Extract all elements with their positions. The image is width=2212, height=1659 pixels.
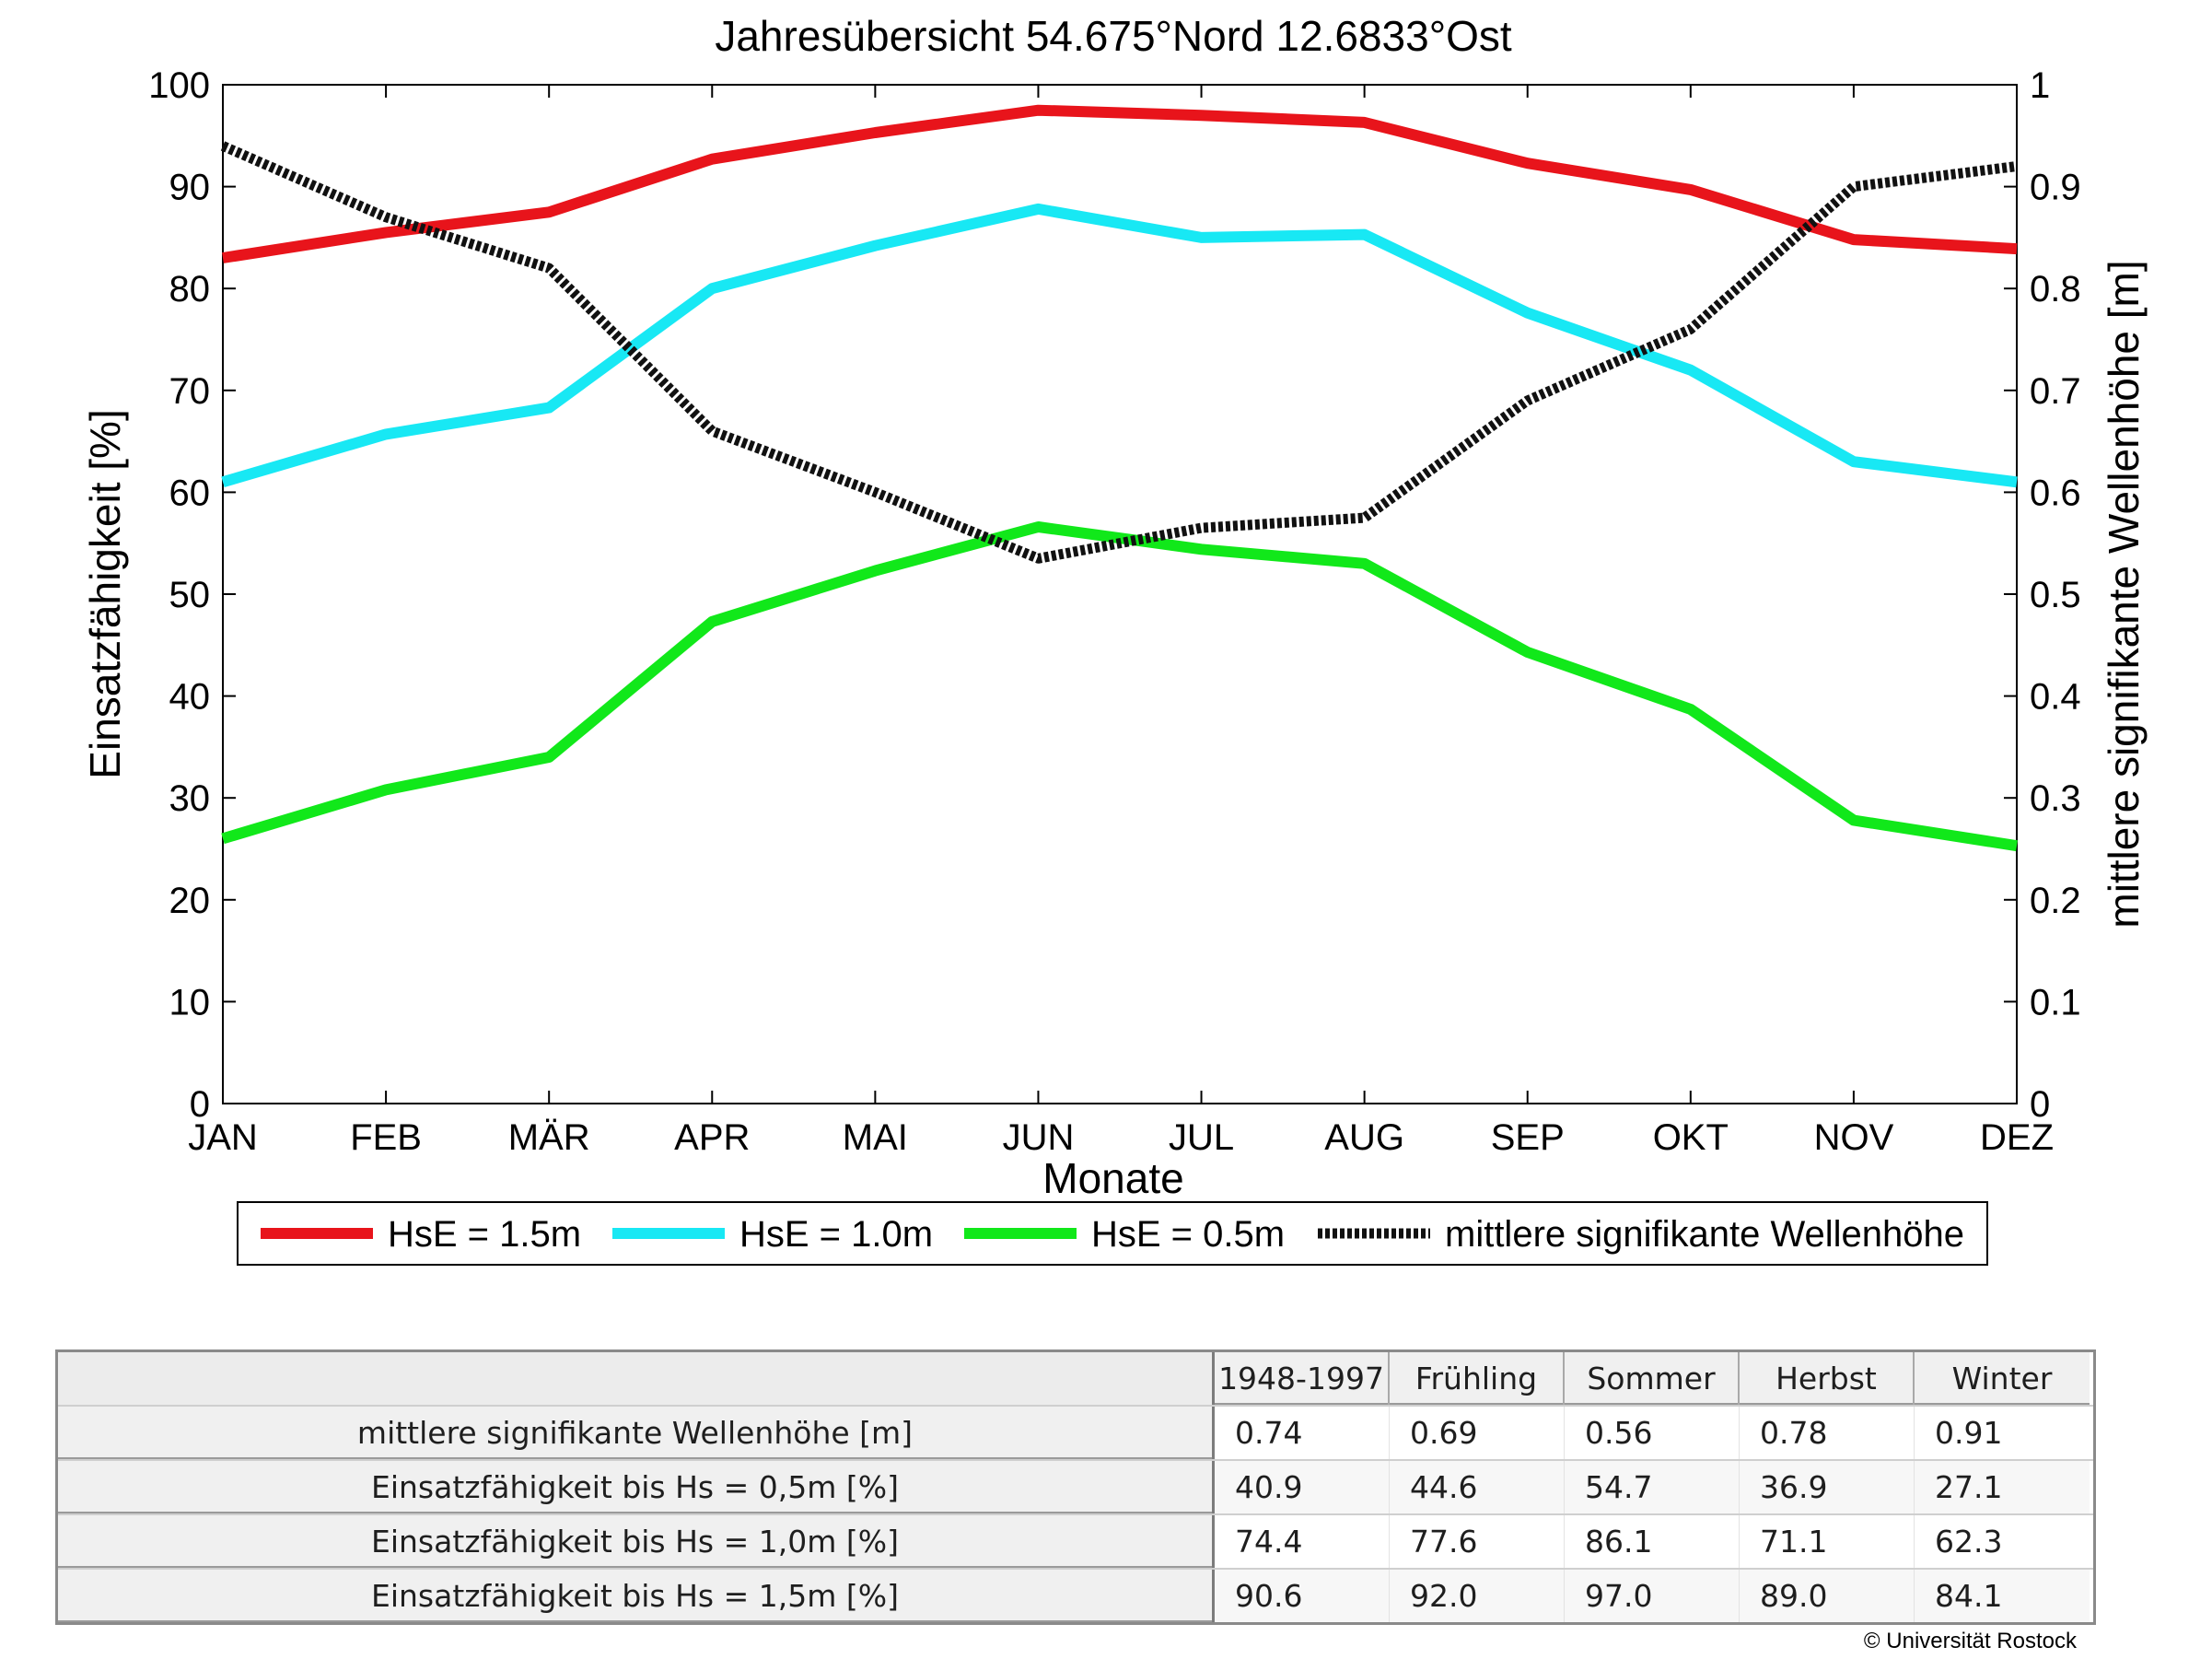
right-tick-label: 0.2 <box>2030 881 2081 921</box>
left-tick-label: 20 <box>169 881 211 921</box>
left-tick-label: 10 <box>169 982 211 1022</box>
legend-label-0: HsE = 1.5m <box>388 1214 581 1255</box>
x-tick-label: JAN <box>188 1117 258 1158</box>
table-cell: 36.9 <box>1740 1461 1915 1513</box>
table-row: Einsatzfähigkeit bis Hs = 0,5m [%] 40.9 44… <box>58 1459 2093 1513</box>
table-cell: 0.78 <box>1740 1407 1915 1459</box>
plot-area <box>222 84 2018 1104</box>
table-cell: 62.3 <box>1935 1524 2003 1560</box>
left-axis-label: Einsatzfähigkeit [%] <box>81 409 129 778</box>
table-row: mittlere signifikante Wellenhöhe [m] 0.74… <box>58 1405 2093 1459</box>
series-line-1 <box>221 203 2018 488</box>
annual-overview-chart: Jahresübersicht 54.675°Nord 12.6833°Ost … <box>81 12 2148 1266</box>
table-column-header[interactable]: Frühling <box>1390 1352 1565 1405</box>
x-tick-label: NOV <box>1814 1117 1894 1158</box>
table-row-label: Einsatzfähigkeit bis Hs = 1,0m [%] <box>58 1515 1215 1568</box>
table-cell: 40.9 <box>1215 1461 1390 1513</box>
right-tick-label: 0.4 <box>2030 677 2081 718</box>
copyright-notice: © Universität Rostock <box>1863 1629 2077 1653</box>
legend: HsE = 1.5m HsE = 1.0m HsE = 0.5m mittlere s… <box>237 1201 1988 1266</box>
x-tick-label: AUG <box>1324 1117 1404 1158</box>
table-cell: 90.6 <box>1215 1570 1390 1622</box>
table-header-row: 1948-1997 Frühling Sommer Herbst Winter <box>58 1352 2093 1405</box>
table-cell: 0.56 <box>1565 1407 1740 1459</box>
table-corner-cell <box>58 1352 1215 1405</box>
x-axis-label: Monate <box>1042 1154 1183 1202</box>
left-tick-label: 30 <box>169 778 211 819</box>
table-cell: 97.0 <box>1565 1570 1740 1622</box>
right-tick-label: 0.6 <box>2030 473 2081 513</box>
table-column-header[interactable]: 1948-1997 <box>1215 1352 1390 1405</box>
x-tick-label: SEP <box>1491 1117 1565 1158</box>
series-line-3 <box>220 141 2018 564</box>
table-row-label: Einsatzfähigkeit bis Hs = 1,5m [%] <box>58 1570 1215 1622</box>
left-tick-label: 90 <box>169 168 211 208</box>
left-tick-label: 80 <box>169 269 211 310</box>
x-tick-label: APR <box>674 1117 750 1158</box>
left-tick-label: 70 <box>169 371 211 412</box>
right-tick-label: 0.8 <box>2030 269 2081 310</box>
x-axis-ticks: JAN FEB MÄR APR MAI JUN JUL AUG SEP OKT NOV DEZ <box>188 85 2054 1158</box>
right-axis-ticks: 0 0.1 0.2 0.3 0.4 0.5 0.6 0.7 0.8 0.9 1 <box>2004 65 2081 1125</box>
table-row-label: mittlere signifikante Wellenhöhe [m] <box>58 1407 1215 1459</box>
left-tick-label: 60 <box>169 473 211 513</box>
legend-box <box>237 1201 1988 1266</box>
seasonal-statistics-table: 1948-1997 Frühling Sommer Herbst Winter mittl… <box>55 1349 2096 1625</box>
legend-label-3: mittlere signifikante Wellenhöhe <box>1445 1214 1964 1255</box>
right-tick-label: 0.9 <box>2030 168 2081 208</box>
table-cell: 44.6 <box>1390 1461 1565 1513</box>
table-cell: 27.1 <box>1915 1461 2090 1513</box>
table-row: Einsatzfähigkeit bis Hs = 1,0m [%] 74.4 77… <box>58 1513 2093 1568</box>
table-column-header[interactable]: Winter <box>1915 1352 2090 1405</box>
table-row: Einsatzfähigkeit bis Hs = 1,5m [%] 90.6 92… <box>58 1568 2093 1622</box>
x-tick-label: JUL <box>1169 1117 1234 1158</box>
x-tick-label: OKT <box>1653 1117 1729 1158</box>
table-row-label: Einsatzfähigkeit bis Hs = 0,5m [%] <box>58 1461 1215 1513</box>
series-line-0 <box>222 104 2018 263</box>
table-cell: 86.1 <box>1565 1515 1740 1568</box>
right-tick-label: 1 <box>2030 65 2050 106</box>
right-axis-label: mittlere signifikante Wellenhöhe [m] <box>2100 260 2148 928</box>
table-cell: 0.74 <box>1215 1407 1390 1459</box>
left-axis-ticks: 0 10 20 30 40 50 60 70 80 90 100 <box>148 65 236 1125</box>
right-tick-label: 0.7 <box>2030 371 2081 412</box>
right-tick-label: 0.5 <box>2030 575 2081 615</box>
table-cell: 77.6 <box>1390 1515 1565 1568</box>
table-cell: 89.0 <box>1740 1570 1915 1622</box>
x-tick-label: MAI <box>843 1117 908 1158</box>
table-cell: 74.4 <box>1215 1515 1390 1568</box>
table-column-header[interactable]: Sommer <box>1565 1352 1740 1405</box>
left-tick-label: 40 <box>169 677 211 718</box>
x-tick-label: DEZ <box>1980 1117 2054 1158</box>
plot-frame <box>222 84 2018 1104</box>
table-cell: 0.91 <box>1935 1415 2003 1451</box>
table-cell: 0.69 <box>1390 1407 1565 1459</box>
right-tick-label: 0 <box>2030 1084 2050 1125</box>
table-column-header[interactable]: Herbst <box>1740 1352 1915 1405</box>
table-cell: 84.1 <box>1915 1570 2090 1622</box>
series-layer <box>220 104 2018 852</box>
left-tick-label: 0 <box>190 1084 210 1125</box>
table-cell: 71.1 <box>1740 1515 1915 1568</box>
x-tick-label: MÄR <box>508 1117 590 1158</box>
left-tick-label: 100 <box>148 65 210 106</box>
chart-title: Jahresübersicht 54.675°Nord 12.6833°Ost <box>715 12 1512 60</box>
legend-label-2: HsE = 0.5m <box>1091 1214 1285 1255</box>
legend-label-1: HsE = 1.0m <box>739 1214 933 1255</box>
right-tick-label: 0.1 <box>2030 982 2081 1022</box>
left-tick-label: 50 <box>169 575 211 615</box>
x-tick-label: FEB <box>350 1117 422 1158</box>
right-tick-label: 0.3 <box>2030 778 2081 819</box>
table-cell: 92.0 <box>1390 1570 1565 1622</box>
x-tick-label: JUN <box>1003 1117 1075 1158</box>
table-cell: 54.7 <box>1565 1461 1740 1513</box>
